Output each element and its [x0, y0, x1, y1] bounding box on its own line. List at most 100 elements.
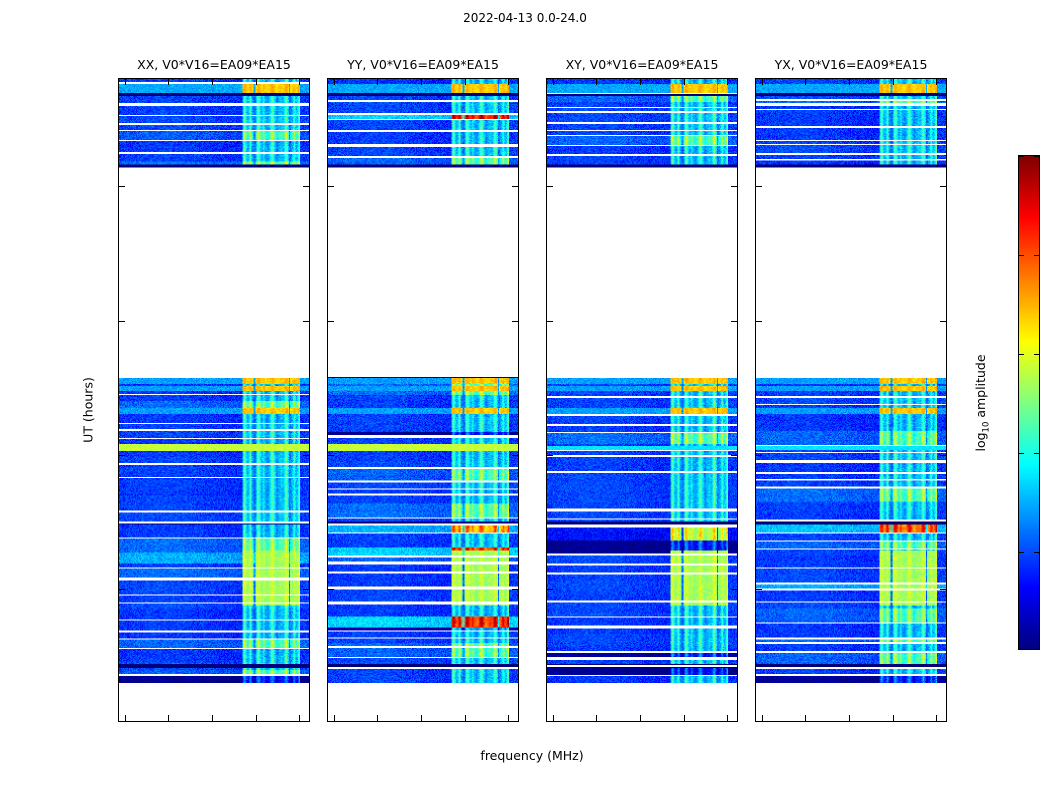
x-axis-tick — [168, 715, 170, 721]
axes-yx[interactable]: 05101520320335350365380 — [755, 78, 947, 722]
y-axis-label: UT (hours) — [80, 377, 96, 443]
colorbar-title-main: log — [972, 432, 988, 452]
y-axis-tick — [731, 186, 737, 188]
x-axis-tick — [892, 715, 894, 721]
panel-yy[interactable]: YY, V0*V16=EA09*EA15 0510152032033535036… — [327, 57, 519, 722]
y-axis-tick — [731, 588, 737, 590]
panel-xy[interactable]: XY, V0*V16=EA09*EA15 0510152032033535036… — [546, 57, 738, 722]
y-axis-tick — [303, 454, 309, 456]
y-axis-tick — [303, 320, 309, 322]
x-axis-tick — [212, 79, 214, 85]
y-axis-tick — [940, 186, 946, 188]
panel-title-yy: YY, V0*V16=EA09*EA15 — [347, 57, 499, 72]
x-axis-tick — [464, 79, 466, 85]
x-axis-tick — [596, 715, 598, 721]
y-axis-tick — [328, 320, 334, 322]
panel-yx[interactable]: YX, V0*V16=EA09*EA15 0510152032033535036… — [755, 57, 947, 722]
x-axis-tick — [421, 79, 423, 85]
panel-title-yx: YX, V0*V16=EA09*EA15 — [774, 57, 928, 72]
y-axis-tick — [547, 186, 553, 188]
y-axis-tick — [731, 320, 737, 322]
x-axis-tick — [552, 79, 554, 85]
colorbar-tick — [1034, 552, 1039, 553]
x-axis-tick — [805, 715, 807, 721]
x-axis-tick — [596, 79, 598, 85]
colorbar-title-sub: 10 — [981, 421, 992, 433]
x-axis-tick — [212, 715, 214, 721]
colorbar-tick — [1034, 156, 1039, 157]
y-axis-tick — [756, 588, 762, 590]
axes-xy[interactable]: 05101520320335350365380 — [546, 78, 738, 722]
x-axis-tick — [124, 715, 126, 721]
y-axis-tick — [756, 186, 762, 188]
x-axis-tick — [936, 715, 938, 721]
x-axis-tick — [936, 79, 938, 85]
x-axis-tick — [683, 79, 685, 85]
figure-suptitle: 2022-04-13 0.0-24.0 — [463, 11, 587, 25]
spectrogram-xx — [119, 79, 309, 721]
x-axis-tick — [892, 79, 894, 85]
colorbar-tick — [1019, 354, 1024, 355]
y-axis-tick — [119, 320, 125, 322]
x-axis-tick — [255, 79, 257, 85]
y-axis-tick — [512, 588, 518, 590]
x-axis-tick — [727, 715, 729, 721]
y-axis-tick — [119, 186, 125, 188]
y-axis-tick — [119, 454, 125, 456]
x-axis-tick — [255, 715, 257, 721]
y-axis-tick — [303, 186, 309, 188]
y-axis-tick — [547, 454, 553, 456]
colorbar-tick — [1034, 255, 1039, 256]
colorbar[interactable]: 10−1−2−3−4 — [1018, 155, 1040, 650]
colorbar-tick — [1034, 453, 1039, 454]
axes-yy[interactable]: 05101520320335350365380 — [327, 78, 519, 722]
y-axis-tick — [756, 320, 762, 322]
colorbar-title-tail: amplitude — [972, 354, 988, 422]
spectrogram-yx — [756, 79, 946, 721]
x-axis-tick — [333, 79, 335, 85]
x-axis-tick — [805, 79, 807, 85]
x-axis-tick — [640, 79, 642, 85]
y-axis-tick — [303, 588, 309, 590]
y-axis-tick — [328, 454, 334, 456]
y-axis-tick — [756, 454, 762, 456]
y-axis-tick — [547, 588, 553, 590]
x-axis-tick — [761, 715, 763, 721]
y-axis-tick — [940, 454, 946, 456]
y-axis-tick — [512, 454, 518, 456]
x-axis-tick — [464, 715, 466, 721]
x-axis-tick — [299, 715, 301, 721]
x-axis-tick — [683, 715, 685, 721]
x-axis-tick — [849, 715, 851, 721]
x-axis-tick — [168, 79, 170, 85]
y-axis-tick — [512, 186, 518, 188]
y-axis-tick — [328, 588, 334, 590]
x-axis-label: frequency (MHz) — [480, 748, 584, 763]
colorbar-tick — [1019, 453, 1024, 454]
axes-xx[interactable]: 05101520320335350365380 — [118, 78, 310, 722]
y-axis-tick — [940, 588, 946, 590]
colorbar-tick — [1019, 156, 1024, 157]
x-axis-tick — [849, 79, 851, 85]
colorbar-tick — [1019, 255, 1024, 256]
x-axis-tick — [508, 715, 510, 721]
panel-xx[interactable]: XX, V0*V16=EA09*EA15 0510152032033535036… — [118, 57, 310, 722]
x-axis-tick — [333, 715, 335, 721]
y-axis-tick — [940, 320, 946, 322]
colorbar-tick — [1034, 354, 1039, 355]
y-axis-tick — [512, 320, 518, 322]
colorbar-title: log10 amplitude — [973, 354, 992, 451]
y-axis-tick — [731, 454, 737, 456]
panel-title-xy: XY, V0*V16=EA09*EA15 — [565, 57, 719, 72]
x-axis-tick — [299, 79, 301, 85]
spectrogram-xy — [547, 79, 737, 721]
panel-title-xx: XX, V0*V16=EA09*EA15 — [137, 57, 291, 72]
x-axis-tick — [124, 79, 126, 85]
x-axis-tick — [727, 79, 729, 85]
x-axis-tick — [377, 79, 379, 85]
spectrogram-yy — [328, 79, 518, 721]
x-axis-tick — [377, 715, 379, 721]
y-axis-tick — [547, 320, 553, 322]
colorbar-tick — [1019, 552, 1024, 553]
